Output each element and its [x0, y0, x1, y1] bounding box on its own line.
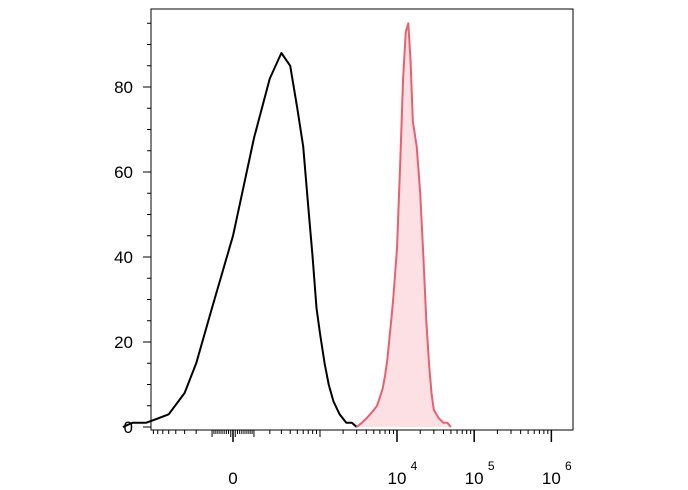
x-tick-label: 0 [228, 469, 237, 488]
plot-frame [150, 8, 574, 431]
series-1-line [122, 52, 358, 428]
x-tick-label: 10 [388, 469, 407, 488]
series-2-area [356, 23, 451, 428]
y-tick-label: 20 [114, 333, 133, 352]
x-tick-label: 10 [542, 469, 561, 488]
x-tick-label: 10 [465, 469, 484, 488]
x-tick-exponent: 6 [565, 459, 572, 473]
y-tick-label: 80 [114, 78, 133, 97]
series-layer [122, 22, 452, 428]
x-tick-exponent: 5 [488, 459, 495, 473]
y-tick-label: 40 [114, 248, 133, 267]
y-tick-label: 60 [114, 163, 133, 182]
axis-layer: 0 20 40 60 80 0 10 4 10 5 10 6 [114, 22, 572, 488]
y-tick-label: 0 [124, 418, 133, 437]
series-2-line [356, 22, 452, 428]
x-tick-exponent: 4 [411, 459, 418, 473]
